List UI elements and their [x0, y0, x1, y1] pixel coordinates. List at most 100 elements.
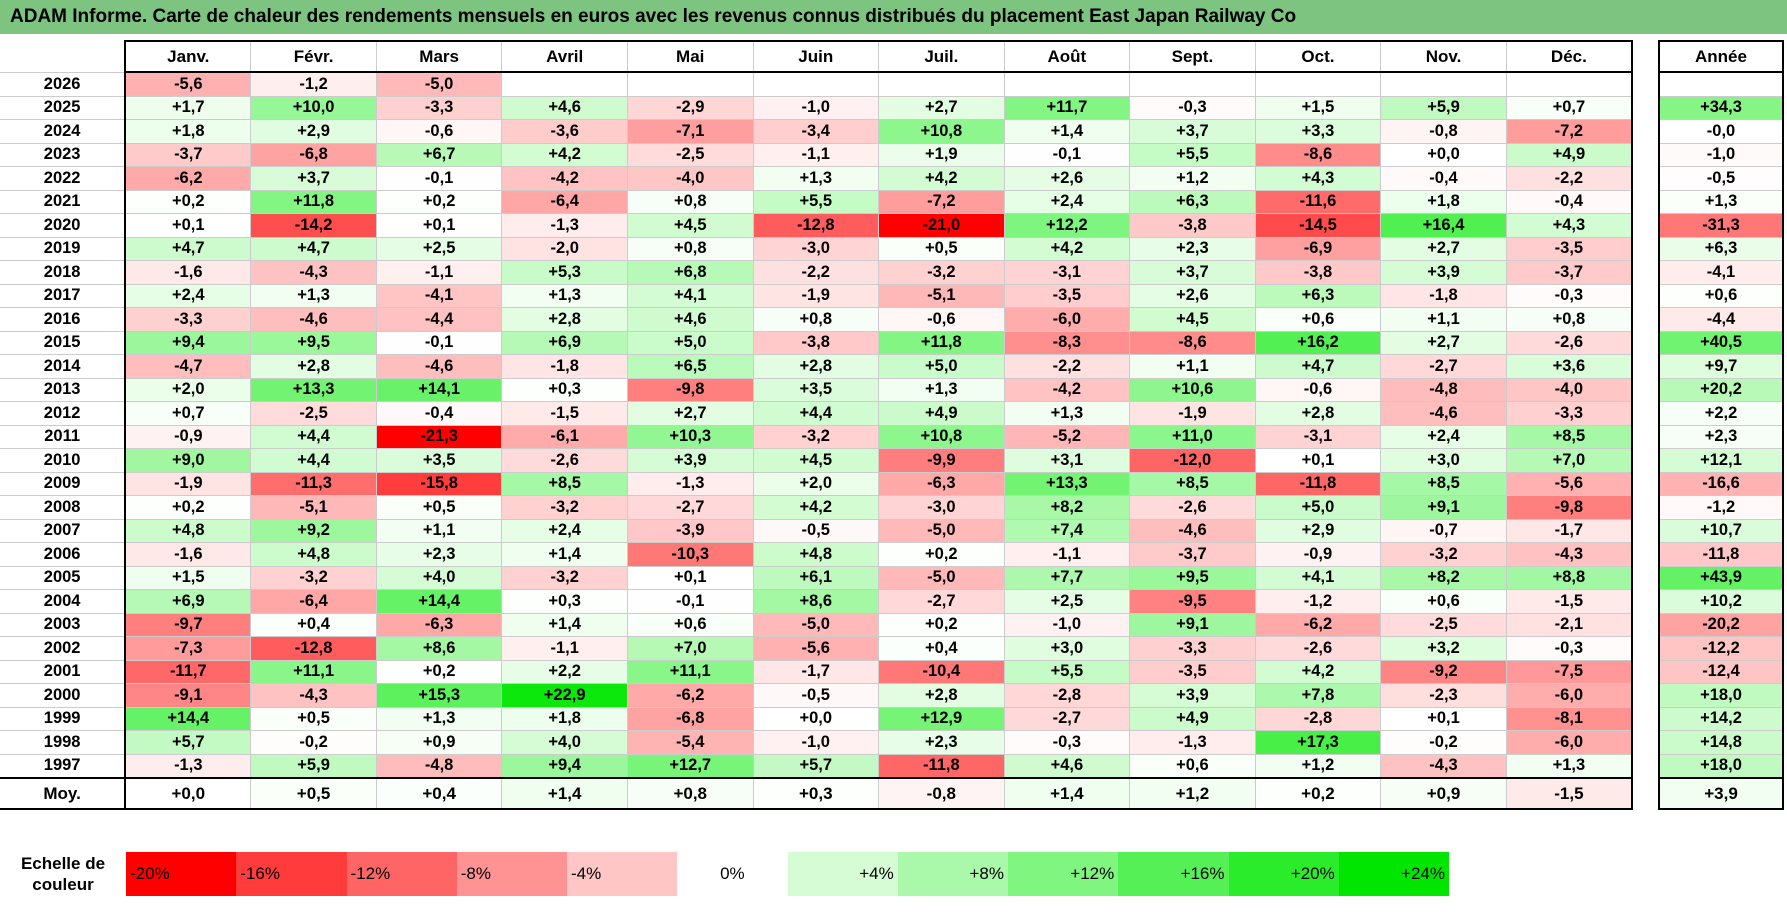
annual-return-cell: [1658, 71, 1784, 97]
year-label: 2019: [0, 236, 127, 261]
return-cell: +0,8: [626, 189, 754, 214]
average-cell: +0,9: [1380, 777, 1507, 810]
return-cell: +0,6: [1380, 589, 1507, 614]
return-cell: +10,0: [250, 95, 377, 120]
return-cell: -4,3: [1505, 542, 1633, 567]
year-label: 2017: [0, 283, 127, 308]
year-label: 2004: [0, 589, 127, 614]
return-cell: +3,7: [1129, 119, 1256, 144]
year-label: 2023: [0, 142, 127, 167]
return-cell: -5,0: [752, 612, 880, 637]
return-cell: -4,3: [250, 683, 377, 708]
table-row: 2010 +9,0 +4,4 +3,5 -2,6 +3,9 +4,5 -9,9 +3,1 -12,…: [0, 448, 1633, 473]
month-header: Avril: [501, 40, 628, 73]
return-cell: -0,3: [1003, 730, 1131, 755]
return-cell: +11,7: [1003, 95, 1131, 120]
return-cell: +5,3: [501, 260, 628, 285]
return-cell: +2,3: [375, 542, 503, 567]
year-label: 1997: [0, 753, 127, 779]
return-cell: -6,0: [1505, 730, 1633, 755]
return-cell: -0,8: [1380, 119, 1507, 144]
return-cell: -1,5: [1505, 589, 1633, 614]
return-cell: +3,0: [1380, 448, 1507, 473]
return-cell: -2,2: [1003, 354, 1131, 379]
return-cell: -3,1: [1003, 260, 1131, 285]
table-row: -1,0: [1658, 142, 1784, 167]
annual-return-cell: +18,0: [1658, 753, 1784, 779]
return-cell: -6,3: [878, 471, 1005, 496]
year-label: 2008: [0, 495, 127, 520]
table-row: 2019 +4,7 +4,7 +2,5 -2,0 +0,8 -3,0 +0,5 +4,2 +2,3…: [0, 236, 1633, 261]
return-cell: +1,2: [1254, 753, 1382, 779]
return-cell: +2,8: [501, 307, 628, 332]
return-cell: +4,4: [250, 448, 377, 473]
return-cell: +5,9: [1380, 95, 1507, 120]
return-cell: +4,5: [626, 213, 754, 238]
annual-return-cell: +18,0: [1658, 683, 1784, 708]
corner-cell: [0, 41, 127, 72]
month-header: Mai: [626, 40, 754, 73]
return-cell: +3,3: [1254, 119, 1382, 144]
return-cell: [752, 71, 880, 97]
average-cell: +1,4: [1003, 777, 1131, 810]
return-cell: -3,2: [250, 565, 377, 590]
return-cell: +0,9: [375, 730, 503, 755]
return-cell: +6,5: [626, 354, 754, 379]
return-cell: -6,9: [1254, 236, 1382, 261]
year-label: 2025: [0, 95, 127, 120]
table-row: 2003 -9,7 +0,4 -6,3 +1,4 +0,6 -5,0 +0,2 -1,0 +9,1…: [0, 612, 1633, 637]
table-row: +10,7: [1658, 518, 1784, 543]
return-cell: +4,6: [626, 307, 754, 332]
return-cell: +5,7: [124, 730, 252, 755]
return-cell: -1,1: [375, 260, 503, 285]
return-cell: -4,6: [1129, 518, 1256, 543]
year-label: 2026: [0, 71, 127, 97]
table-row: -20,2: [1658, 612, 1784, 637]
table-row: +1,3: [1658, 189, 1784, 214]
return-cell: [1129, 71, 1256, 97]
return-cell: +1,3: [250, 283, 377, 308]
return-cell: +9,4: [124, 330, 252, 355]
return-cell: -5,0: [878, 518, 1005, 543]
return-cell: -4,7: [124, 354, 252, 379]
return-cell: -0,4: [375, 401, 503, 426]
return-cell: +4,0: [501, 730, 628, 755]
return-cell: +15,3: [375, 683, 503, 708]
return-cell: +5,0: [626, 330, 754, 355]
color-scale-swatch: +4%: [787, 852, 898, 896]
return-cell: +10,3: [626, 424, 754, 449]
return-cell: +5,9: [250, 753, 377, 779]
return-cell: -2,6: [1254, 636, 1382, 661]
return-cell: -3,8: [1129, 213, 1256, 238]
return-cell: -1,3: [124, 753, 252, 779]
return-cell: +22,9: [501, 683, 628, 708]
return-cell: +2,4: [1003, 189, 1131, 214]
return-cell: -3,3: [375, 95, 503, 120]
return-cell: -1,9: [1129, 401, 1256, 426]
annual-return-cell: +12,1: [1658, 448, 1784, 473]
return-cell: +2,0: [752, 471, 880, 496]
return-cell: -2,6: [501, 448, 628, 473]
return-cell: -2,7: [1380, 354, 1507, 379]
return-cell: -2,2: [1505, 166, 1633, 191]
return-cell: +3,9: [1380, 260, 1507, 285]
table-row: -12,2: [1658, 636, 1784, 661]
return-cell: +3,1: [1003, 448, 1131, 473]
return-cell: +14,4: [375, 589, 503, 614]
table-row: +34,3: [1658, 95, 1784, 120]
return-cell: +11,1: [250, 659, 377, 684]
annual-return-cell: -12,2: [1658, 636, 1784, 661]
annual-return-cell: +10,2: [1658, 589, 1784, 614]
annual-return-cell: -4,4: [1658, 307, 1784, 332]
return-cell: -10,3: [626, 542, 754, 567]
return-cell: -3,3: [1505, 401, 1633, 426]
return-cell: +2,8: [878, 683, 1005, 708]
year-label: 2005: [0, 565, 127, 590]
return-cell: +4,9: [1505, 142, 1633, 167]
return-cell: +8,2: [1003, 495, 1131, 520]
return-cell: -1,2: [250, 71, 377, 97]
table-row: [1658, 71, 1784, 97]
return-cell: +2,8: [1254, 401, 1382, 426]
annual-return-cell: -20,2: [1658, 612, 1784, 637]
return-cell: [878, 71, 1005, 97]
